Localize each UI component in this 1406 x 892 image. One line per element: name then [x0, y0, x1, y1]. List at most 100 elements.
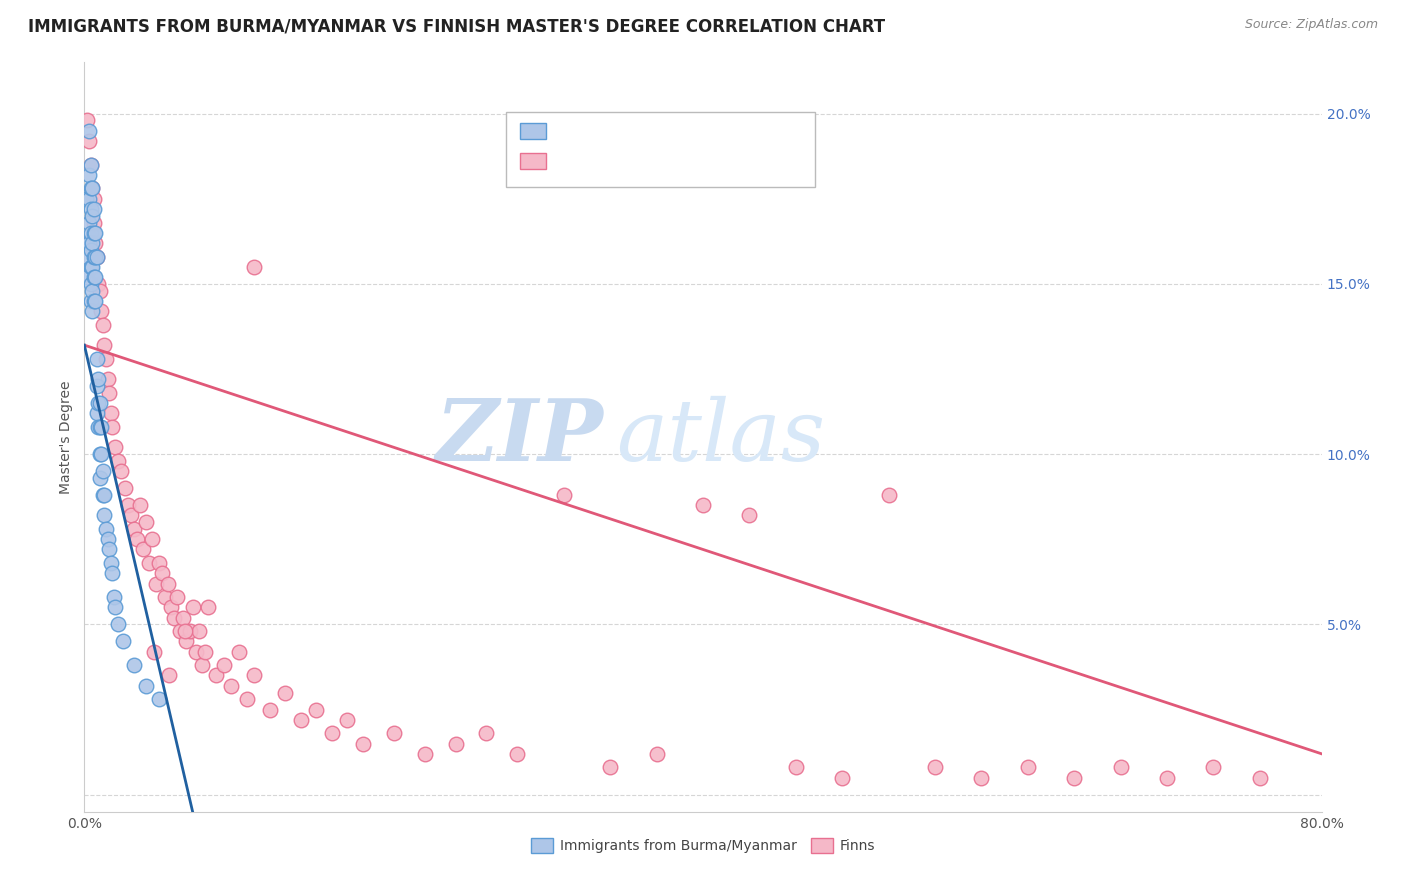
Point: [93, 508, 115, 523]
Point: [76, 250, 98, 264]
Point: [738, 508, 761, 523]
Point: [1156, 771, 1178, 785]
Point: [166, 590, 188, 604]
Point: [84, 226, 107, 240]
Point: [145, 576, 167, 591]
Point: [110, 464, 132, 478]
Y-axis label: Master's Degree: Master's Degree: [59, 380, 73, 494]
Point: [77, 235, 100, 250]
Point: [599, 760, 621, 774]
Point: [150, 566, 173, 581]
Point: [104, 600, 127, 615]
Point: [506, 747, 529, 761]
Point: [75, 192, 97, 206]
Point: [174, 624, 197, 639]
Point: [413, 747, 436, 761]
Point: [89, 284, 111, 298]
Text: 87: 87: [696, 153, 716, 168]
Point: [86, 250, 108, 264]
Point: [86, 250, 108, 264]
Point: [122, 658, 145, 673]
Point: [970, 771, 993, 785]
Point: [1063, 771, 1085, 785]
Point: [924, 760, 946, 774]
Point: [1202, 760, 1225, 774]
Point: [77, 192, 100, 206]
Text: R =: R =: [560, 124, 589, 138]
Text: ZIP: ZIP: [436, 395, 605, 479]
Point: [84, 250, 107, 264]
Point: [117, 498, 139, 512]
Point: [90, 304, 112, 318]
Point: [785, 760, 807, 774]
Point: [91, 318, 114, 332]
Point: [475, 726, 498, 740]
Point: [120, 508, 142, 523]
Point: [831, 771, 853, 785]
Point: [181, 600, 204, 615]
Point: [86, 379, 108, 393]
Point: [159, 668, 180, 682]
Point: [79, 181, 101, 195]
Point: [96, 372, 118, 386]
Point: [77, 168, 100, 182]
Text: 61: 61: [696, 124, 716, 138]
Point: [274, 685, 297, 699]
Point: [191, 658, 214, 673]
Legend: Immigrants from Burma/Myanmar, Finns: Immigrants from Burma/Myanmar, Finns: [526, 833, 880, 859]
Point: [259, 702, 281, 716]
Point: [553, 488, 575, 502]
Point: [83, 202, 105, 216]
Point: [77, 215, 100, 229]
Point: [194, 645, 217, 659]
Point: [76, 270, 98, 285]
Point: [91, 488, 114, 502]
Point: [153, 590, 176, 604]
Point: [184, 645, 207, 659]
Point: [141, 533, 163, 547]
Point: [89, 396, 111, 410]
Point: [169, 624, 191, 639]
Point: [160, 600, 183, 615]
Point: [86, 406, 108, 420]
Point: [96, 533, 118, 547]
Point: [87, 277, 110, 291]
Point: [143, 645, 166, 659]
Point: [321, 726, 343, 740]
Point: [84, 270, 107, 285]
Point: [212, 658, 235, 673]
Point: [112, 634, 135, 648]
Point: [94, 522, 117, 536]
Point: [336, 713, 359, 727]
Point: [382, 726, 405, 740]
Point: [86, 351, 108, 366]
Point: [76, 235, 98, 250]
Point: [163, 610, 186, 624]
Point: [98, 542, 121, 557]
Point: [179, 624, 201, 639]
Point: [101, 420, 124, 434]
Point: [877, 488, 900, 502]
Point: [101, 566, 124, 581]
Point: [305, 702, 328, 716]
Point: [76, 113, 98, 128]
Text: R =: R =: [560, 153, 589, 168]
Point: [83, 192, 105, 206]
Point: [87, 396, 110, 410]
Point: [83, 293, 105, 308]
Point: [82, 209, 104, 223]
Point: [87, 420, 110, 434]
Point: [83, 250, 105, 264]
Point: [148, 692, 170, 706]
Point: [82, 260, 104, 274]
Point: [176, 634, 198, 648]
Point: [79, 293, 101, 308]
Text: N =: N =: [665, 153, 696, 168]
Point: [125, 533, 148, 547]
Point: [103, 590, 125, 604]
Point: [100, 556, 122, 570]
Point: [645, 747, 668, 761]
Text: atlas: atlas: [616, 396, 825, 478]
Point: [1017, 760, 1039, 774]
Point: [132, 542, 155, 557]
